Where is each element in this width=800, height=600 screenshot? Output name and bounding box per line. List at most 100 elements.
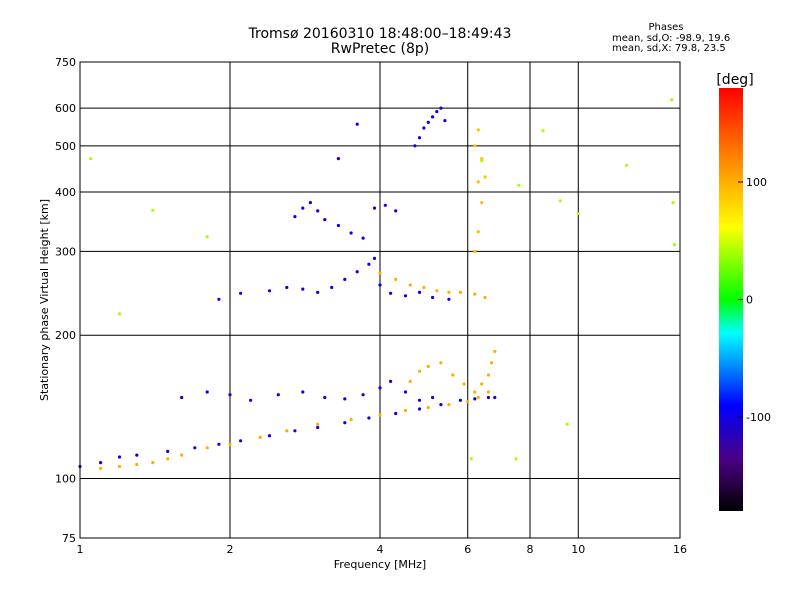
data-point xyxy=(483,295,487,300)
data-point xyxy=(486,390,490,394)
data-point xyxy=(671,201,675,205)
data-point xyxy=(565,422,569,426)
data-point xyxy=(349,231,353,235)
data-point xyxy=(476,128,480,132)
data-point xyxy=(483,175,487,179)
data-point xyxy=(361,393,365,397)
data-point xyxy=(486,395,490,400)
data-point xyxy=(316,422,320,426)
data-point xyxy=(394,277,398,281)
data-point xyxy=(301,390,305,394)
y-axis-label: Stationary phase Virtual Height [km] xyxy=(38,199,51,401)
data-point xyxy=(426,405,430,410)
data-point xyxy=(403,408,408,413)
phases-x-stats: mean, sd,X: 79.8, 23.5 xyxy=(612,43,726,54)
data-point xyxy=(117,312,122,316)
data-point xyxy=(276,393,280,397)
data-point xyxy=(493,349,497,353)
grid-lines xyxy=(80,62,680,538)
y-axis-ticks: 75 100 200 300 400 500 600 750 xyxy=(55,56,76,545)
data-point xyxy=(473,390,477,394)
data-point xyxy=(217,442,221,446)
y-tick-label: 500 xyxy=(55,140,76,153)
data-point xyxy=(323,218,327,222)
data-point xyxy=(99,466,103,470)
y-tick-label: 400 xyxy=(55,186,76,199)
data-point xyxy=(403,390,408,394)
colorbar-tick-label: 0 xyxy=(746,294,753,307)
data-point xyxy=(285,285,289,290)
x-axis-ticks: 1 2 4 6 8 10 16 xyxy=(77,543,688,556)
data-point xyxy=(473,144,477,148)
data-point xyxy=(361,236,365,240)
data-point xyxy=(431,295,435,300)
data-point xyxy=(135,453,139,457)
data-point xyxy=(367,416,371,420)
chart-title: Tromsø 20160310 18:48:00–18:49:43 xyxy=(248,26,512,42)
data-point xyxy=(422,126,426,130)
y-tick-label: 750 xyxy=(55,56,76,69)
data-point xyxy=(249,398,253,402)
data-point xyxy=(151,461,155,465)
data-point xyxy=(228,393,232,397)
data-point xyxy=(323,395,327,400)
data-point xyxy=(417,136,422,140)
data-point xyxy=(336,157,340,161)
data-point xyxy=(458,398,462,402)
data-point xyxy=(417,369,422,373)
data-point xyxy=(166,457,170,461)
x-tick-label: 6 xyxy=(464,543,471,556)
data-point xyxy=(469,457,473,461)
data-point xyxy=(408,283,412,287)
data-point xyxy=(451,373,455,377)
colorbar-ticks: 100 0 -100 xyxy=(738,176,771,424)
data-point xyxy=(439,361,443,365)
data-point xyxy=(426,120,430,124)
data-point xyxy=(417,407,422,411)
data-point xyxy=(435,289,439,293)
data-point xyxy=(316,425,320,430)
chart-subtitle: RwPretec (8p) xyxy=(330,41,430,57)
data-point xyxy=(205,235,209,239)
data-point xyxy=(135,462,139,467)
data-point xyxy=(408,379,412,383)
data-point xyxy=(473,249,477,253)
data-point xyxy=(117,464,122,469)
x-tick-label: 4 xyxy=(377,543,384,556)
phases-heading: Phases xyxy=(648,22,684,33)
phases-o-stats: mean, sd,O: -98.9, 19.6 xyxy=(612,33,731,44)
data-point xyxy=(466,400,470,404)
data-point xyxy=(517,183,521,187)
y-tick-label: 300 xyxy=(55,245,76,258)
data-point xyxy=(394,411,398,416)
y-tick-label: 75 xyxy=(62,532,76,545)
data-point xyxy=(180,395,184,400)
data-point xyxy=(267,289,272,293)
data-point xyxy=(514,457,518,461)
data-point xyxy=(480,159,484,163)
data-point xyxy=(308,201,312,205)
data-point xyxy=(343,277,347,281)
data-point xyxy=(458,290,462,294)
data-point xyxy=(285,429,289,433)
y-tick-label: 600 xyxy=(55,102,76,115)
data-point xyxy=(330,285,334,290)
data-point xyxy=(394,209,398,213)
data-point xyxy=(476,230,480,234)
data-point xyxy=(166,449,170,453)
data-point xyxy=(89,157,93,161)
data-point xyxy=(378,283,382,287)
data-point xyxy=(439,403,443,407)
data-point xyxy=(301,287,305,291)
data-point xyxy=(355,122,359,126)
data-point xyxy=(426,364,430,368)
data-point xyxy=(151,208,155,212)
data-point xyxy=(439,106,443,110)
x-axis-label: Frequency [MHz] xyxy=(334,558,426,571)
data-point xyxy=(447,297,451,301)
data-point xyxy=(316,290,320,294)
x-tick-label: 16 xyxy=(673,543,687,556)
data-point xyxy=(293,429,297,433)
data-point xyxy=(480,382,484,386)
data-point xyxy=(228,442,232,446)
